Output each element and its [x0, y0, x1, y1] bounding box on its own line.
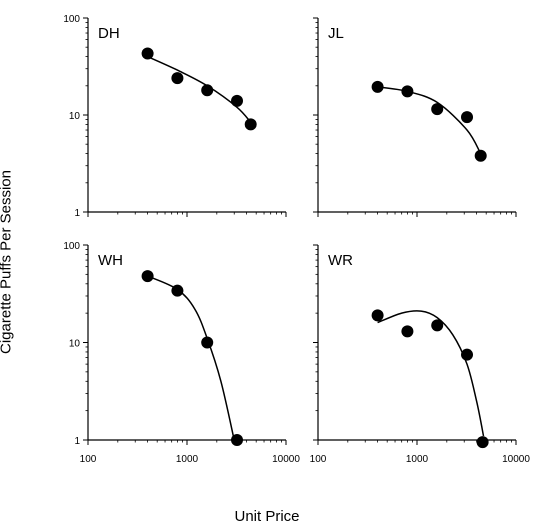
panel-label-jl: JL	[328, 25, 344, 42]
panel-label-wr: WR	[328, 252, 353, 269]
y-tick-label-wh: 1	[74, 436, 80, 447]
x-tick-label-wr: 10000	[502, 454, 530, 465]
x-tick-label-wh: 100	[80, 454, 97, 465]
fit-curve-wh	[147, 275, 235, 441]
y-tick-label-wh: 10	[69, 339, 81, 350]
y-tick-label-dh: 1	[74, 208, 80, 219]
y-tick-label-dh: 10	[69, 111, 81, 122]
data-point-dh	[201, 84, 214, 97]
panel-label-wh: WH	[98, 252, 123, 269]
data-point-jl	[431, 103, 444, 116]
data-point-jl	[474, 149, 487, 162]
data-point-wh	[141, 270, 154, 283]
x-tick-label-wr: 100	[310, 454, 327, 465]
data-point-jl	[401, 85, 414, 98]
fit-curve-jl	[377, 86, 482, 154]
data-point-dh	[231, 94, 244, 107]
data-point-wr	[371, 309, 384, 322]
data-point-wh	[171, 284, 184, 297]
data-point-wr	[401, 325, 414, 338]
data-point-wr	[461, 348, 474, 361]
fit-curve-dh	[147, 55, 252, 123]
data-point-dh	[171, 72, 184, 85]
data-point-dh	[244, 118, 257, 131]
data-point-wh	[231, 434, 244, 446]
x-axis-label: Unit Price	[234, 508, 300, 525]
data-point-wr	[476, 436, 489, 449]
y-tick-label-wh: 100	[63, 241, 80, 252]
y-tick-label-dh: 100	[63, 14, 80, 25]
panel-label-dh: DH	[98, 25, 120, 42]
data-point-dh	[141, 47, 154, 60]
data-point-jl	[461, 111, 474, 124]
y-axis-label: Cigarette Puffs Per Session	[0, 170, 15, 354]
data-point-wh	[201, 336, 214, 349]
x-tick-label-wh: 10000	[272, 454, 300, 465]
data-point-wr	[431, 319, 444, 332]
data-point-jl	[371, 80, 384, 93]
x-tick-label-wr: 1000	[406, 454, 429, 465]
y-axis-label-wrap: Cigarette Puffs Per Session	[0, 170, 26, 354]
fit-curve-wr	[377, 310, 485, 437]
x-tick-label-wh: 1000	[176, 454, 199, 465]
